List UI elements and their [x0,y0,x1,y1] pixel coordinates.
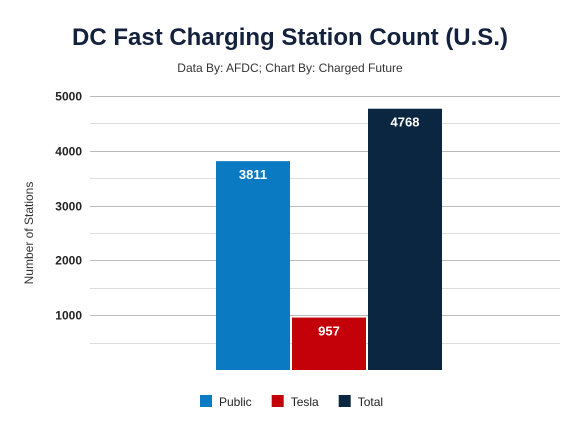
data-label-tesla: 957 [318,324,340,339]
legend-swatch [338,395,351,407]
legend-item-tesla: Tesla [271,395,319,409]
bar-public [216,161,290,370]
chart-subtitle: Data By: AFDC; Chart By: Charged Future [177,61,403,75]
y-tick-label: 3000 [55,200,82,214]
legend-item-total: Total [338,395,383,409]
y-axis-label: Number of Stations [22,182,36,285]
legend-swatch [200,395,212,407]
legend-label: Total [358,395,383,409]
data-label-total: 4768 [391,115,420,130]
legend: Public Tesla Total [200,395,383,409]
bar-total [368,108,442,371]
y-axis-ticks: 1000 2000 3000 4000 5000 [55,90,82,323]
data-label-public: 3811 [239,167,267,182]
y-tick-label: 4000 [55,145,82,159]
y-tick-label: 5000 [55,90,82,104]
y-tick-label: 1000 [55,309,82,323]
data-labels: 3811 957 4768 [239,115,420,339]
legend-swatch [271,395,284,407]
chart-title: DC Fast Charging Station Count (U.S.) [72,24,508,51]
bar-tesla [292,317,366,370]
gridlines [90,96,560,344]
legend-label: Public [219,395,252,409]
y-tick-label: 2000 [55,254,82,268]
legend-label: Tesla [291,395,319,409]
bars [216,108,442,371]
legend-item-public: Public [200,395,252,409]
